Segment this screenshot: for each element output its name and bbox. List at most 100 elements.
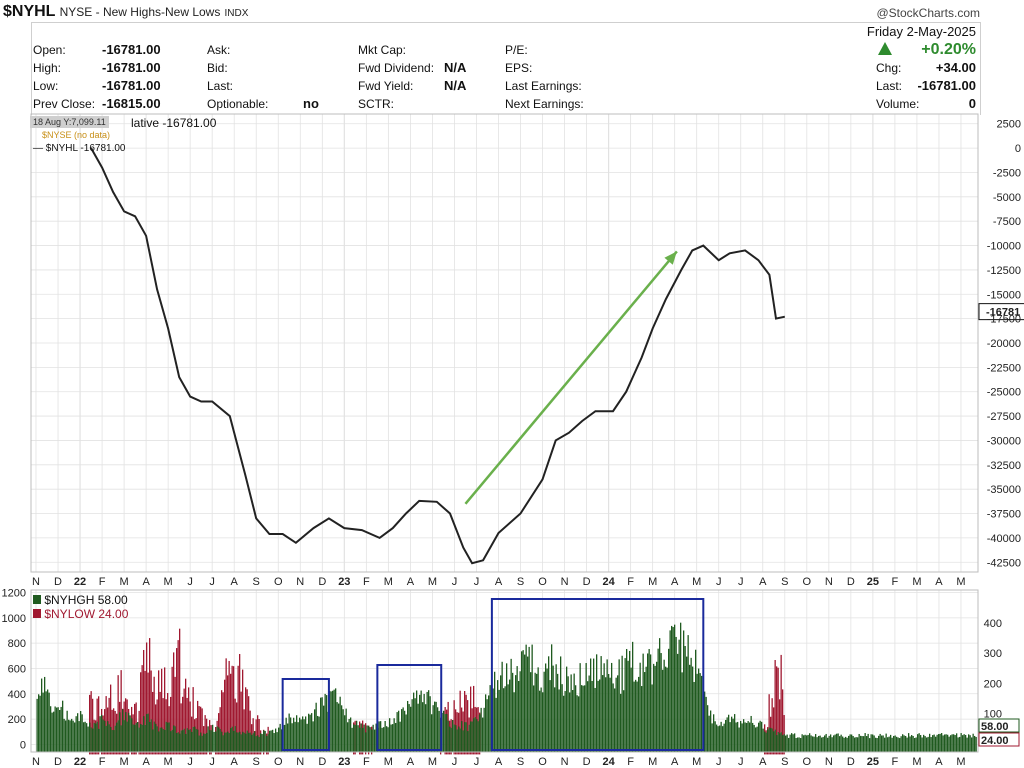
nyhgh-bar	[755, 727, 757, 752]
symbol-label: $NYHL	[3, 3, 56, 20]
nyhgh-bar	[231, 726, 233, 752]
nyhgh-bar	[554, 687, 556, 752]
last2-value: -16781.00	[917, 78, 976, 93]
nyhgh-bar	[623, 690, 625, 752]
nyhgh-bar	[266, 736, 268, 752]
nyhgh-bar	[413, 692, 415, 752]
nyhgh-bar	[495, 697, 497, 752]
nyhgh-bar	[200, 732, 202, 752]
x-tick-label: J	[209, 576, 215, 588]
nyhgh-bar	[135, 722, 137, 752]
nyhgh-bar	[363, 724, 365, 752]
nyhgh-bar	[149, 721, 151, 752]
nyhgh-bar	[233, 730, 235, 752]
nyhgh-bar	[354, 724, 356, 752]
nyhgh-bar	[69, 720, 71, 752]
y-tick-label: -12500	[987, 265, 1021, 277]
nyhgh-bar	[206, 732, 208, 752]
nyhgh-bar	[471, 721, 473, 752]
nylow-bar	[183, 688, 185, 755]
left-axis-label: 1200	[2, 588, 26, 600]
nyhgh-bar	[818, 735, 820, 752]
nyhgh-bar	[357, 725, 359, 752]
nyhgh-bar	[366, 725, 368, 752]
nyhgh-bar	[450, 727, 452, 752]
nyhgh-bar	[879, 733, 881, 752]
x-tick-label: 22	[74, 576, 86, 588]
nyhgh-bar	[584, 685, 586, 752]
cursor-tooltip: 18 Aug Y:7,099.11	[30, 116, 109, 128]
nylow-bar	[225, 658, 227, 755]
nyhgh-bar	[72, 720, 74, 752]
nyhgh-bar	[602, 675, 604, 752]
nyhgh-bar	[177, 732, 179, 752]
nyhgh-bar	[797, 737, 799, 752]
nyhgh-bar	[950, 735, 952, 752]
nyhgh-bar	[513, 692, 515, 752]
x-tick-label: A	[671, 576, 679, 588]
nyhgh-bar	[276, 732, 278, 752]
nyhgh-bar	[137, 722, 139, 752]
nyhgh-bar	[732, 718, 734, 752]
nyhgh-bar	[422, 702, 424, 752]
nyhgh-bar	[353, 724, 355, 752]
nyhgh-bar	[603, 663, 605, 752]
nyhgh-bar	[714, 721, 716, 752]
nyhgh-bar	[87, 726, 89, 752]
nylow-bar	[470, 686, 472, 755]
nyhgh-bar	[287, 723, 289, 752]
nyhgh-bar	[810, 735, 812, 752]
nyhgh-bar	[192, 726, 194, 752]
nyhgh-bar	[828, 735, 830, 752]
nyhgh-bar	[794, 733, 796, 752]
y-tick-label: -7500	[993, 216, 1021, 228]
nyhgh-bar	[593, 658, 595, 752]
nyhgh-bar	[935, 736, 937, 752]
nyhgh-bar	[411, 699, 413, 752]
nyhgh-bar	[480, 707, 482, 752]
x-tick-label-lower: F	[627, 756, 634, 768]
x-tick-label-lower: A	[671, 756, 679, 768]
nyhgh-bar	[557, 673, 559, 752]
nyhgh-bar	[51, 712, 53, 752]
x-tick-label-lower: S	[781, 756, 788, 768]
x-tick-label: O	[538, 576, 547, 588]
nyhgh-bar	[819, 735, 821, 752]
nyhgh-bar	[906, 737, 908, 752]
nyhgh-bar	[749, 722, 751, 752]
bid-label: Bid:	[207, 61, 228, 75]
nyhgh-bar	[315, 702, 317, 752]
nyhgh-bar	[345, 708, 347, 752]
nylow-legend: $NYLOW 24.00	[33, 607, 128, 621]
nyhgh-bar	[915, 737, 917, 752]
nylow-bar	[771, 698, 773, 755]
nyhgh-bar	[263, 730, 265, 752]
nyhgh-bar	[966, 737, 968, 752]
nyhgh-bar	[786, 734, 788, 752]
nyhgh-bar	[396, 712, 398, 752]
nyhgh-bar	[909, 736, 911, 752]
nylow-bar	[242, 669, 244, 755]
nyhgh-bar	[497, 680, 499, 752]
x-tick-label-lower: J	[209, 756, 215, 768]
high-value: -16781.00	[102, 60, 161, 75]
nyhgh-bar	[617, 675, 619, 752]
nyhgh-bar	[512, 672, 514, 752]
nyhgh-bar	[548, 656, 550, 752]
eps-label: EPS:	[505, 61, 533, 75]
nyhgh-bar	[321, 697, 323, 752]
nyhgh-bar	[672, 627, 674, 752]
nyhgh-bar	[725, 719, 727, 752]
nyhgh-bar	[587, 681, 589, 752]
nyhgh-bar	[549, 680, 551, 752]
nyhgh-bar	[561, 684, 563, 752]
nyhgh-bar	[753, 724, 755, 752]
nyhgh-bar	[893, 735, 895, 752]
nyhgh-bar	[507, 684, 509, 752]
nyhgh-bar	[641, 686, 643, 752]
nyhgh-bar	[344, 715, 346, 752]
nyhgh-bar	[560, 656, 562, 752]
nyhgh-bar	[294, 721, 296, 752]
nyhgh-bar	[500, 675, 502, 752]
nyhgh-bar	[924, 736, 926, 752]
